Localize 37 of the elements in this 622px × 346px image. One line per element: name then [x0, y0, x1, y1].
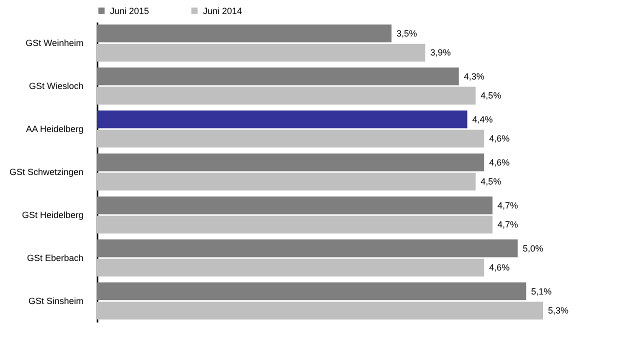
legend-label: Juni 2015	[110, 6, 150, 16]
bar	[97, 282, 526, 300]
bar	[97, 172, 476, 191]
data-label: 4,6%	[489, 134, 510, 144]
data-label: 5,1%	[531, 286, 552, 296]
data-label: 4,5%	[480, 176, 502, 187]
data-label: 5,3%	[548, 306, 569, 316]
bar	[97, 196, 493, 214]
y-tick-label: GSt Schwetzingen	[9, 167, 84, 177]
bar	[97, 216, 493, 234]
data-label: 3,9%	[430, 48, 451, 58]
bar	[97, 302, 543, 320]
legend-label: Juni 2014	[203, 6, 242, 16]
y-tick-label: GSt Eberbach	[26, 252, 84, 263]
bar	[97, 258, 484, 276]
bar	[97, 110, 468, 128]
data-label: 4,3%	[464, 71, 484, 82]
bar	[97, 86, 476, 105]
y-tick-label: GSt Wiesloch	[28, 81, 84, 92]
bar	[97, 68, 459, 86]
bar	[97, 130, 484, 148]
y-tick-label: GSt Heidelberg	[22, 210, 84, 220]
y-tick-label: GSt Sinsheim	[28, 296, 84, 306]
bar	[97, 239, 518, 258]
data-label: 5,0%	[522, 243, 544, 254]
bar	[97, 24, 392, 42]
data-label: 4,5%	[480, 90, 502, 101]
data-label: 3,5%	[396, 28, 418, 38]
data-label: 4,7%	[498, 220, 518, 230]
y-tick-label: GSt Weinheim	[26, 38, 84, 48]
data-label: 4,6%	[489, 157, 510, 168]
bar	[97, 44, 426, 62]
bar	[97, 153, 484, 172]
data-label: 4,4%	[472, 114, 493, 124]
y-tick-label: AA Heidelberg	[26, 124, 84, 134]
data-label: 4,6%	[489, 262, 510, 273]
data-label: 4,7%	[498, 200, 518, 210]
